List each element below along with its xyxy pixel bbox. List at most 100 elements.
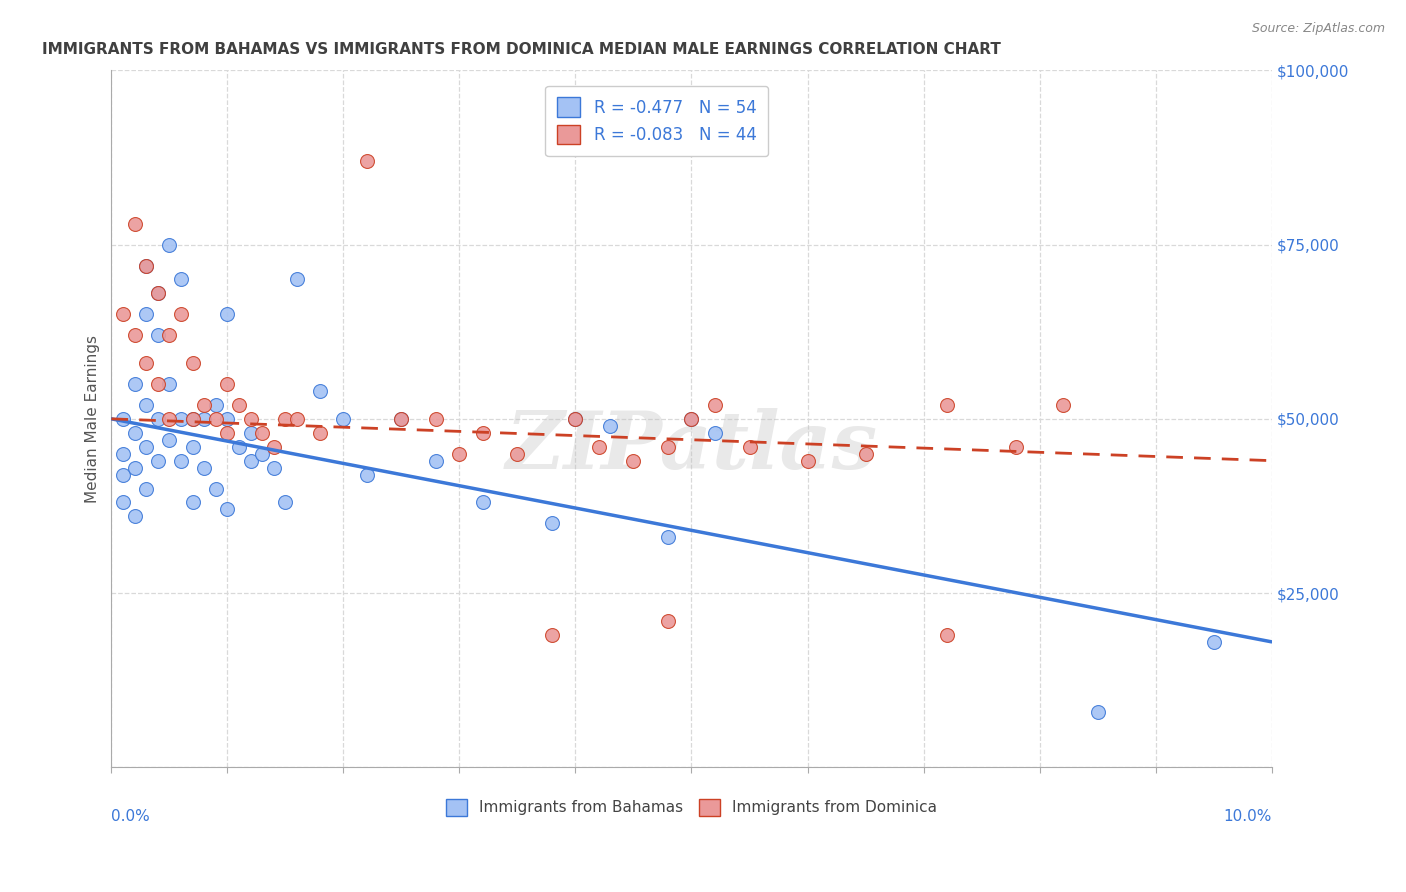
Point: [170, 412, 193, 426]
Point: [135, 307, 157, 321]
Point: [263, 440, 285, 454]
Point: [111, 307, 134, 321]
Point: [135, 482, 157, 496]
Text: 0.0%: 0.0%: [111, 809, 150, 824]
Point: [181, 412, 204, 426]
Point: [170, 272, 193, 286]
Point: [124, 217, 146, 231]
Point: [205, 398, 228, 412]
Point: [146, 453, 169, 467]
Point: [263, 460, 285, 475]
Point: [217, 412, 239, 426]
Y-axis label: Median Male Earnings: Median Male Earnings: [86, 334, 100, 503]
Point: [657, 530, 679, 544]
Point: [217, 376, 239, 391]
Point: [239, 453, 262, 467]
Point: [124, 460, 146, 475]
Point: [274, 495, 297, 509]
Point: [157, 237, 180, 252]
Point: [391, 412, 413, 426]
Point: [703, 425, 725, 440]
Point: [193, 460, 215, 475]
Point: [135, 440, 157, 454]
Point: [1052, 398, 1074, 412]
Point: [1202, 635, 1225, 649]
Point: [471, 425, 494, 440]
Point: [935, 628, 957, 642]
Point: [146, 328, 169, 343]
Point: [124, 328, 146, 343]
Point: [1005, 440, 1028, 454]
Point: [124, 425, 146, 440]
Point: [193, 412, 215, 426]
Point: [252, 447, 274, 461]
Point: [228, 440, 250, 454]
Point: [541, 516, 564, 531]
Point: [181, 356, 204, 370]
Point: [124, 376, 146, 391]
Point: [111, 467, 134, 482]
Point: [599, 418, 621, 433]
Point: [205, 482, 228, 496]
Point: [217, 307, 239, 321]
Point: [252, 425, 274, 440]
Point: [657, 440, 679, 454]
Point: [135, 259, 157, 273]
Point: [205, 412, 228, 426]
Point: [111, 495, 134, 509]
Point: [425, 453, 447, 467]
Text: Source: ZipAtlas.com: Source: ZipAtlas.com: [1251, 22, 1385, 36]
Point: [449, 447, 471, 461]
Point: [796, 453, 818, 467]
Point: [157, 328, 180, 343]
Point: [564, 412, 586, 426]
Point: [135, 398, 157, 412]
Point: [193, 398, 215, 412]
Point: [309, 384, 332, 398]
Point: [506, 447, 529, 461]
Legend: Immigrants from Bahamas, Immigrants from Dominica: Immigrants from Bahamas, Immigrants from…: [440, 792, 943, 822]
Point: [657, 614, 679, 628]
Point: [541, 628, 564, 642]
Point: [217, 502, 239, 516]
Point: [738, 440, 761, 454]
Point: [228, 398, 250, 412]
Point: [935, 398, 957, 412]
Point: [239, 425, 262, 440]
Point: [703, 398, 725, 412]
Text: 10.0%: 10.0%: [1223, 809, 1271, 824]
Point: [588, 440, 610, 454]
Point: [135, 259, 157, 273]
Point: [146, 376, 169, 391]
Point: [157, 433, 180, 447]
Point: [146, 286, 169, 301]
Point: [681, 412, 703, 426]
Point: [309, 425, 332, 440]
Point: [564, 412, 586, 426]
Point: [391, 412, 413, 426]
Point: [1087, 705, 1109, 719]
Point: [681, 412, 703, 426]
Point: [111, 412, 134, 426]
Point: [181, 495, 204, 509]
Point: [135, 356, 157, 370]
Point: [332, 412, 354, 426]
Point: [157, 412, 180, 426]
Point: [356, 154, 378, 169]
Point: [181, 412, 204, 426]
Point: [111, 447, 134, 461]
Point: [239, 412, 262, 426]
Point: [170, 307, 193, 321]
Point: [157, 376, 180, 391]
Point: [425, 412, 447, 426]
Text: IMMIGRANTS FROM BAHAMAS VS IMMIGRANTS FROM DOMINICA MEDIAN MALE EARNINGS CORRELA: IMMIGRANTS FROM BAHAMAS VS IMMIGRANTS FR…: [42, 42, 1001, 57]
Point: [146, 286, 169, 301]
Point: [217, 425, 239, 440]
Text: ZIPatlas: ZIPatlas: [505, 408, 877, 485]
Point: [124, 509, 146, 524]
Point: [285, 412, 308, 426]
Point: [855, 447, 877, 461]
Point: [623, 453, 645, 467]
Point: [181, 440, 204, 454]
Point: [356, 467, 378, 482]
